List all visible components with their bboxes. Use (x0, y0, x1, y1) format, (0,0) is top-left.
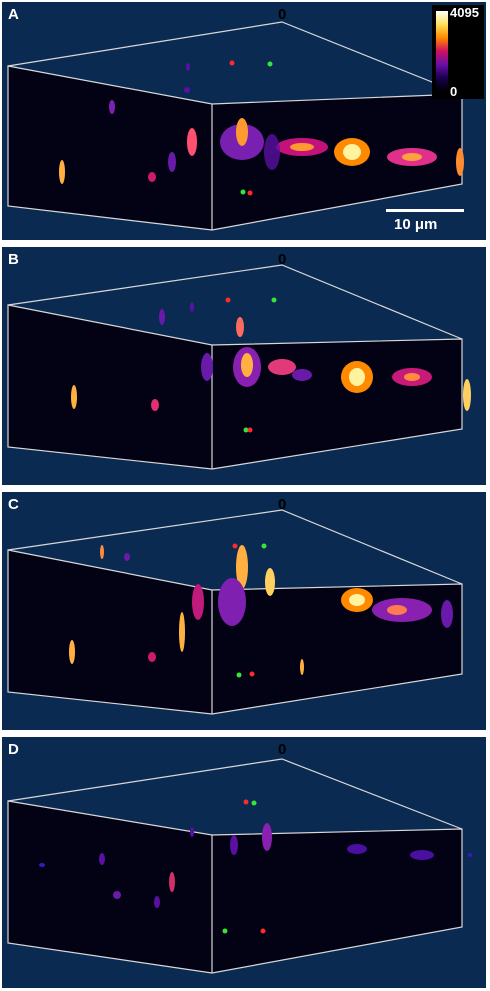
panel-c: C 0 (2, 492, 486, 730)
green-marker (243, 427, 249, 433)
colorbar-max-label: 4095 (450, 5, 479, 20)
green-marker (240, 189, 246, 195)
axis-zero-label: 0 (278, 741, 287, 758)
volume-render-c (7, 509, 463, 715)
green-marker (271, 297, 277, 303)
axis-zero-label: 0 (278, 496, 287, 513)
fluorescence-signal-b (71, 302, 471, 411)
panel-label: A (8, 6, 19, 23)
panel-label: B (8, 251, 19, 268)
bounding-box-a (7, 21, 463, 231)
panel-d: D 0 (2, 737, 486, 988)
red-marker (243, 799, 249, 805)
scale-bar (386, 209, 464, 212)
volume-render-b (7, 264, 471, 470)
red-marker (225, 297, 231, 303)
panel-b: B 0 (2, 247, 486, 485)
panel-label: C (8, 496, 19, 513)
volume-render-a (7, 21, 464, 231)
fluorescence-signal-c (69, 545, 453, 675)
bounding-box-d (7, 758, 463, 974)
panel-label: D (8, 741, 19, 758)
scale-bar-label: 10 μm (394, 216, 438, 233)
fluorescence-signal-a (59, 63, 464, 184)
fluorescence-signal-d (39, 823, 472, 908)
green-marker (261, 543, 267, 549)
red-marker (260, 928, 266, 934)
green-marker (251, 800, 257, 806)
red-marker (249, 671, 255, 677)
red-marker (247, 427, 253, 433)
green-marker (267, 61, 273, 67)
colorbar-gradient (436, 11, 448, 91)
colorbar-min-label: 0 (450, 84, 458, 99)
bounding-box-c (7, 509, 463, 715)
volume-render-d (7, 758, 472, 974)
axis-zero-label: 0 (278, 251, 287, 268)
red-marker (232, 543, 238, 549)
red-marker (229, 60, 235, 66)
green-marker (222, 928, 228, 934)
panel-a: A 0 4095 0 10 μm (2, 2, 486, 240)
colorbar: 4095 0 (432, 5, 484, 99)
red-marker (247, 190, 253, 196)
green-marker (236, 672, 242, 678)
axis-zero-label: 0 (278, 6, 287, 23)
